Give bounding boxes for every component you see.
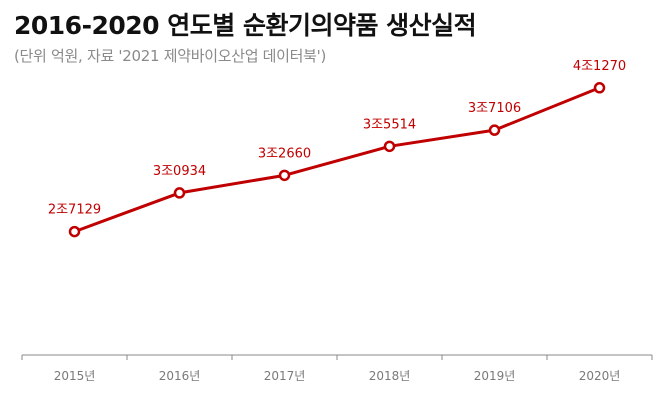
data-point bbox=[68, 225, 81, 238]
data-label: 3조2660 bbox=[258, 146, 311, 161]
x-tick-label: 2020년 bbox=[579, 369, 621, 383]
x-tick-label: 2016년 bbox=[159, 369, 201, 383]
chart-subtitle: (단위 억원, 자료 '2021 제약바이오산업 데이터북') bbox=[14, 47, 327, 65]
data-point bbox=[278, 169, 291, 182]
series-line bbox=[73, 86, 601, 234]
data-label: 3조7106 bbox=[468, 101, 521, 116]
data-label: 4조1270 bbox=[573, 59, 626, 74]
chart-title: 2016-2020 연도별 순환기의약품 생산실적 bbox=[14, 11, 477, 40]
data-label: 3조5514 bbox=[363, 117, 416, 132]
x-tick-label: 2019년 bbox=[474, 369, 516, 383]
data-label: 3조0934 bbox=[153, 164, 206, 179]
x-tick-label: 2018년 bbox=[369, 369, 411, 383]
x-tick-label: 2015년 bbox=[54, 369, 96, 383]
data-point bbox=[173, 187, 186, 199]
data-point bbox=[593, 82, 606, 94]
data-label: 2조7129 bbox=[48, 203, 101, 218]
x-tick-label: 2017년 bbox=[264, 369, 306, 383]
data-point bbox=[383, 140, 396, 153]
data-point bbox=[488, 124, 501, 136]
